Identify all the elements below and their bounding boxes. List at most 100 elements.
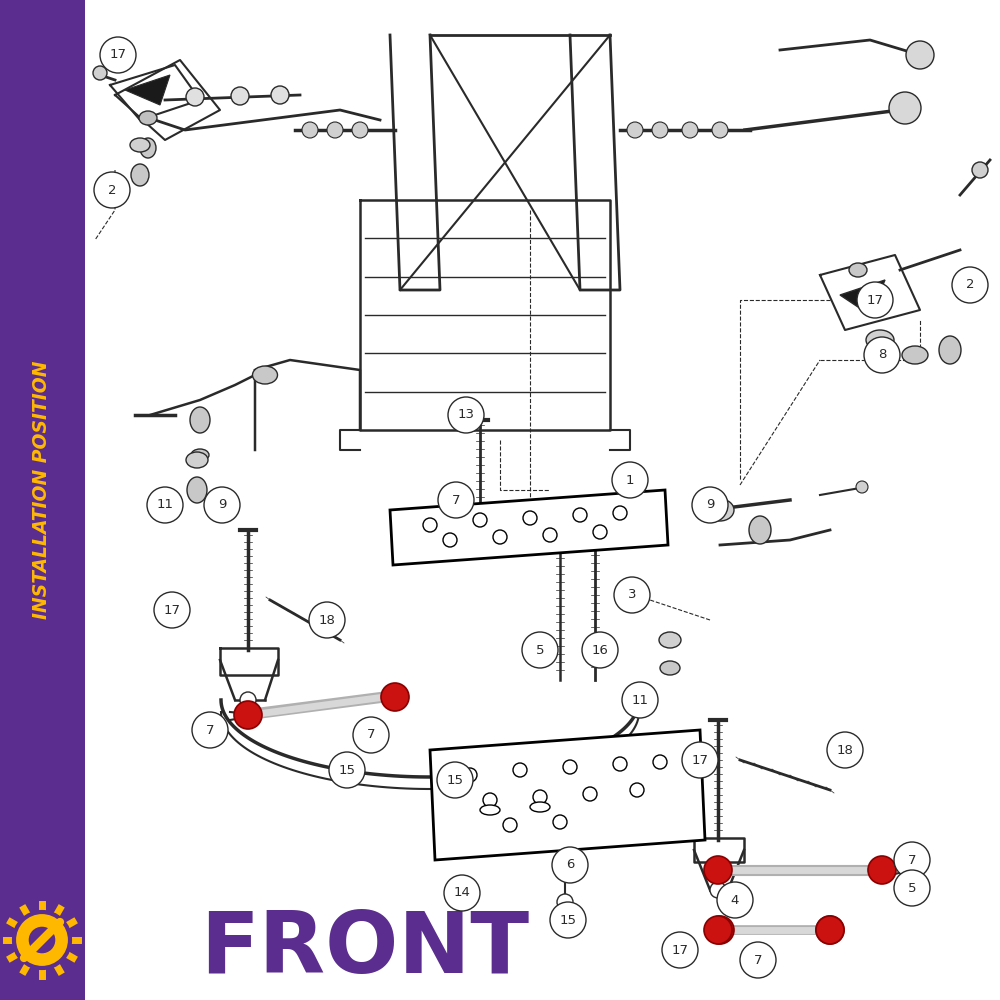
Circle shape <box>513 763 527 777</box>
Circle shape <box>652 122 668 138</box>
Circle shape <box>889 92 921 124</box>
Text: 6: 6 <box>566 858 574 871</box>
Circle shape <box>14 912 70 968</box>
Text: 18: 18 <box>319 613 335 626</box>
Ellipse shape <box>190 407 210 433</box>
Circle shape <box>816 916 844 944</box>
Circle shape <box>816 916 844 944</box>
Text: 17: 17 <box>110 48 126 62</box>
Text: 11: 11 <box>632 694 648 706</box>
Ellipse shape <box>849 263 867 277</box>
Circle shape <box>906 41 934 69</box>
Circle shape <box>493 530 507 544</box>
Circle shape <box>353 717 389 753</box>
Ellipse shape <box>866 330 894 350</box>
Text: 1: 1 <box>626 474 634 487</box>
Text: 17: 17 <box>692 754 708 766</box>
Circle shape <box>662 932 698 968</box>
Circle shape <box>614 577 650 613</box>
Circle shape <box>473 513 487 527</box>
Circle shape <box>704 856 732 884</box>
Text: ⚒: ⚒ <box>25 916 59 954</box>
Text: 2: 2 <box>108 184 116 196</box>
Circle shape <box>231 87 249 105</box>
Circle shape <box>622 682 658 718</box>
Ellipse shape <box>706 499 734 521</box>
Circle shape <box>563 760 577 774</box>
Polygon shape <box>390 490 668 565</box>
Circle shape <box>717 882 753 918</box>
Circle shape <box>682 742 718 778</box>
Ellipse shape <box>131 164 149 186</box>
Circle shape <box>827 732 863 768</box>
Circle shape <box>740 942 776 978</box>
Circle shape <box>192 712 228 748</box>
Text: 8: 8 <box>878 349 886 361</box>
Text: 5: 5 <box>536 644 544 656</box>
Circle shape <box>864 337 900 373</box>
Circle shape <box>240 692 256 708</box>
Polygon shape <box>430 730 705 860</box>
Circle shape <box>381 683 409 711</box>
Ellipse shape <box>186 452 208 468</box>
Circle shape <box>523 511 537 525</box>
Text: 15: 15 <box>338 764 356 776</box>
Text: 16: 16 <box>592 644 608 656</box>
Circle shape <box>302 122 318 138</box>
Text: 14: 14 <box>454 886 470 900</box>
Circle shape <box>443 533 457 547</box>
Circle shape <box>147 487 183 523</box>
Circle shape <box>186 88 204 106</box>
Circle shape <box>630 783 644 797</box>
Circle shape <box>327 122 343 138</box>
Ellipse shape <box>139 111 157 125</box>
Circle shape <box>627 122 643 138</box>
Circle shape <box>952 267 988 303</box>
Bar <box>0 0 85 1000</box>
Text: 17: 17 <box>866 294 884 306</box>
Ellipse shape <box>187 477 207 503</box>
Circle shape <box>894 842 930 878</box>
Text: 18: 18 <box>837 744 853 756</box>
Circle shape <box>437 762 473 798</box>
Circle shape <box>583 787 597 801</box>
Circle shape <box>100 37 136 73</box>
Text: 17: 17 <box>164 603 180 616</box>
Ellipse shape <box>660 661 680 675</box>
Ellipse shape <box>140 138 156 158</box>
Circle shape <box>329 752 365 788</box>
Text: 9: 9 <box>706 498 714 512</box>
Circle shape <box>204 487 240 523</box>
Circle shape <box>712 122 728 138</box>
Text: 15: 15 <box>446 774 464 786</box>
Ellipse shape <box>130 138 150 152</box>
Circle shape <box>444 875 480 911</box>
Circle shape <box>868 856 896 884</box>
Text: 11: 11 <box>156 498 174 512</box>
Circle shape <box>309 602 345 638</box>
Circle shape <box>448 397 484 433</box>
Circle shape <box>653 755 667 769</box>
Circle shape <box>423 518 437 532</box>
Ellipse shape <box>252 366 278 384</box>
Circle shape <box>856 481 868 493</box>
Ellipse shape <box>659 632 681 648</box>
Text: 15: 15 <box>560 914 576 926</box>
Circle shape <box>93 66 107 80</box>
Circle shape <box>613 506 627 520</box>
Polygon shape <box>125 75 170 105</box>
Circle shape <box>612 462 648 498</box>
Text: 7: 7 <box>367 728 375 742</box>
Circle shape <box>463 768 477 782</box>
Ellipse shape <box>939 336 961 364</box>
Circle shape <box>154 592 190 628</box>
Circle shape <box>543 528 557 542</box>
Ellipse shape <box>749 516 771 544</box>
Text: 4: 4 <box>731 894 739 906</box>
Circle shape <box>593 525 607 539</box>
Text: 7: 7 <box>754 954 762 966</box>
Circle shape <box>550 902 586 938</box>
Circle shape <box>522 632 558 668</box>
Circle shape <box>234 701 262 729</box>
Ellipse shape <box>480 805 500 815</box>
